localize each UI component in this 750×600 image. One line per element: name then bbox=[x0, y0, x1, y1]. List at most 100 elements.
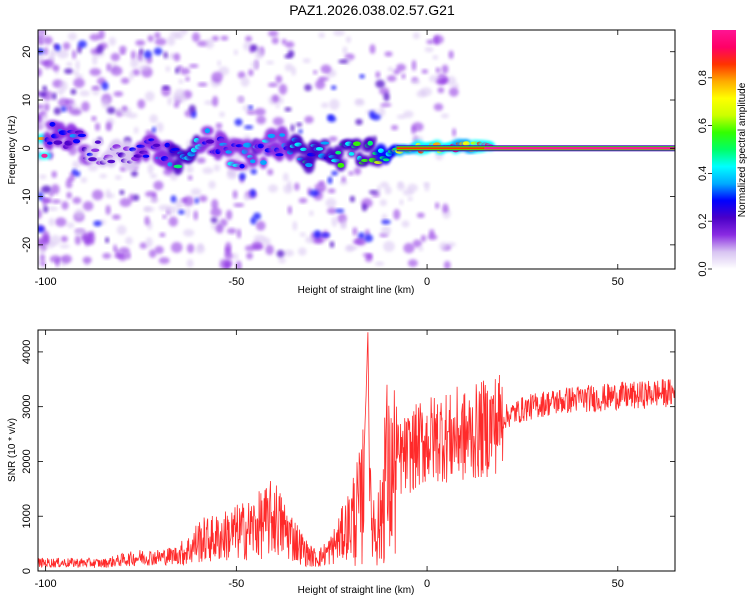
noise-blob-strong bbox=[151, 126, 156, 134]
noise-blob bbox=[119, 45, 127, 53]
noise-blob-strong bbox=[304, 84, 312, 92]
signal-core bbox=[361, 158, 369, 162]
noise-blob-strong bbox=[38, 48, 45, 55]
spectrogram-x-ticks: -100 -50 0 50 bbox=[35, 30, 624, 288]
noise-blob-strong bbox=[327, 114, 335, 120]
noise-blob bbox=[133, 126, 139, 134]
noise-blob bbox=[62, 42, 71, 50]
noise-blob bbox=[69, 108, 82, 116]
noise-blob bbox=[379, 199, 387, 207]
signal-core bbox=[367, 140, 373, 146]
signal-core bbox=[53, 140, 63, 145]
noise-blob-strong bbox=[364, 234, 374, 243]
noise-blob bbox=[44, 46, 49, 56]
chart-title: PAZ1.2026.038.02.57.G21 bbox=[289, 2, 455, 18]
noise-blob bbox=[101, 98, 110, 109]
noise-blob bbox=[339, 179, 348, 186]
signal-core bbox=[41, 153, 48, 158]
spectrogram-y-label: Frequency (Hz) bbox=[7, 116, 18, 185]
noise-blob-strong bbox=[64, 68, 74, 75]
noise-blob bbox=[61, 254, 73, 264]
noise-blob bbox=[285, 41, 295, 48]
noise-blob bbox=[418, 246, 424, 252]
noise-blob bbox=[282, 172, 289, 182]
noise-blob bbox=[434, 35, 439, 46]
noise-blob bbox=[213, 164, 221, 172]
signal-core bbox=[382, 158, 390, 162]
noise-blob-strong bbox=[130, 170, 138, 177]
noise-blob bbox=[167, 35, 176, 47]
noise-blob bbox=[144, 91, 155, 102]
noise-blob bbox=[149, 114, 158, 124]
signal-core bbox=[129, 147, 137, 152]
signal-core bbox=[152, 143, 161, 147]
noise-blob bbox=[127, 112, 138, 119]
signal-core bbox=[279, 133, 286, 137]
noise-blob bbox=[119, 197, 132, 207]
noise-blob bbox=[407, 196, 413, 202]
noise-blob bbox=[61, 201, 69, 210]
noise-blob bbox=[173, 102, 180, 108]
noise-blob bbox=[145, 129, 153, 136]
noise-blob bbox=[367, 254, 373, 259]
noise-blob bbox=[378, 106, 386, 117]
noise-blob-strong bbox=[239, 172, 246, 181]
noise-blob bbox=[58, 97, 70, 108]
noise-blob bbox=[416, 212, 425, 219]
noise-blob bbox=[105, 121, 112, 132]
noise-blob bbox=[155, 122, 164, 133]
noise-blob bbox=[420, 87, 432, 97]
noise-blob bbox=[232, 190, 238, 199]
noise-blob bbox=[113, 244, 118, 253]
noise-blob bbox=[168, 216, 178, 227]
noise-blob bbox=[72, 197, 82, 204]
noise-blob bbox=[411, 125, 416, 135]
spectrogram-y-ticks: -20 -10 0 10 20 bbox=[21, 46, 675, 253]
noise-blob bbox=[386, 75, 397, 82]
noise-blob bbox=[268, 184, 279, 193]
noise-blob bbox=[412, 239, 422, 248]
noise-blob bbox=[313, 70, 318, 75]
noise-blob bbox=[150, 173, 157, 179]
noise-blob bbox=[348, 171, 354, 176]
noise-blob-strong bbox=[331, 85, 337, 90]
noise-blob bbox=[147, 163, 154, 175]
noise-blob-strong bbox=[298, 129, 303, 134]
noise-blob bbox=[51, 170, 58, 178]
noise-blob bbox=[233, 49, 239, 56]
colorbar-tick-label: 0.2 bbox=[697, 214, 709, 229]
noise-blob bbox=[102, 252, 112, 259]
noise-blob bbox=[39, 254, 46, 262]
noise-blob-strong bbox=[161, 85, 171, 90]
noise-blob bbox=[39, 174, 47, 180]
snr-x-label: Height of straight line (km) bbox=[298, 585, 415, 596]
noise-blob bbox=[185, 207, 191, 218]
noise-blob bbox=[271, 37, 279, 45]
noise-blob bbox=[384, 51, 393, 57]
noise-blob bbox=[42, 234, 51, 245]
signal-core bbox=[235, 144, 244, 148]
noise-blob bbox=[126, 252, 131, 260]
noise-blob bbox=[106, 63, 111, 72]
noise-blob-strong bbox=[52, 92, 57, 100]
noise-blob bbox=[178, 79, 184, 84]
noise-blob bbox=[327, 207, 337, 215]
noise-blob-strong bbox=[163, 51, 168, 59]
noise-blob-strong bbox=[70, 88, 77, 95]
noise-blob bbox=[341, 176, 346, 183]
signal-core bbox=[164, 142, 171, 148]
noise-blob bbox=[297, 247, 307, 256]
noise-blob bbox=[89, 33, 101, 41]
noise-blob-strong bbox=[143, 50, 153, 59]
noise-blob-strong bbox=[53, 107, 62, 115]
noise-blob bbox=[210, 207, 222, 218]
noise-blob bbox=[137, 99, 146, 109]
noise-blob-strong bbox=[243, 125, 254, 130]
noise-blob bbox=[40, 261, 46, 267]
snr-y-ticks: 0 1000 2000 3000 4000 bbox=[21, 340, 675, 574]
noise-blob bbox=[219, 111, 225, 118]
noise-blob bbox=[453, 83, 459, 89]
noise-blob bbox=[233, 202, 245, 208]
noise-blob-strong bbox=[250, 188, 256, 198]
